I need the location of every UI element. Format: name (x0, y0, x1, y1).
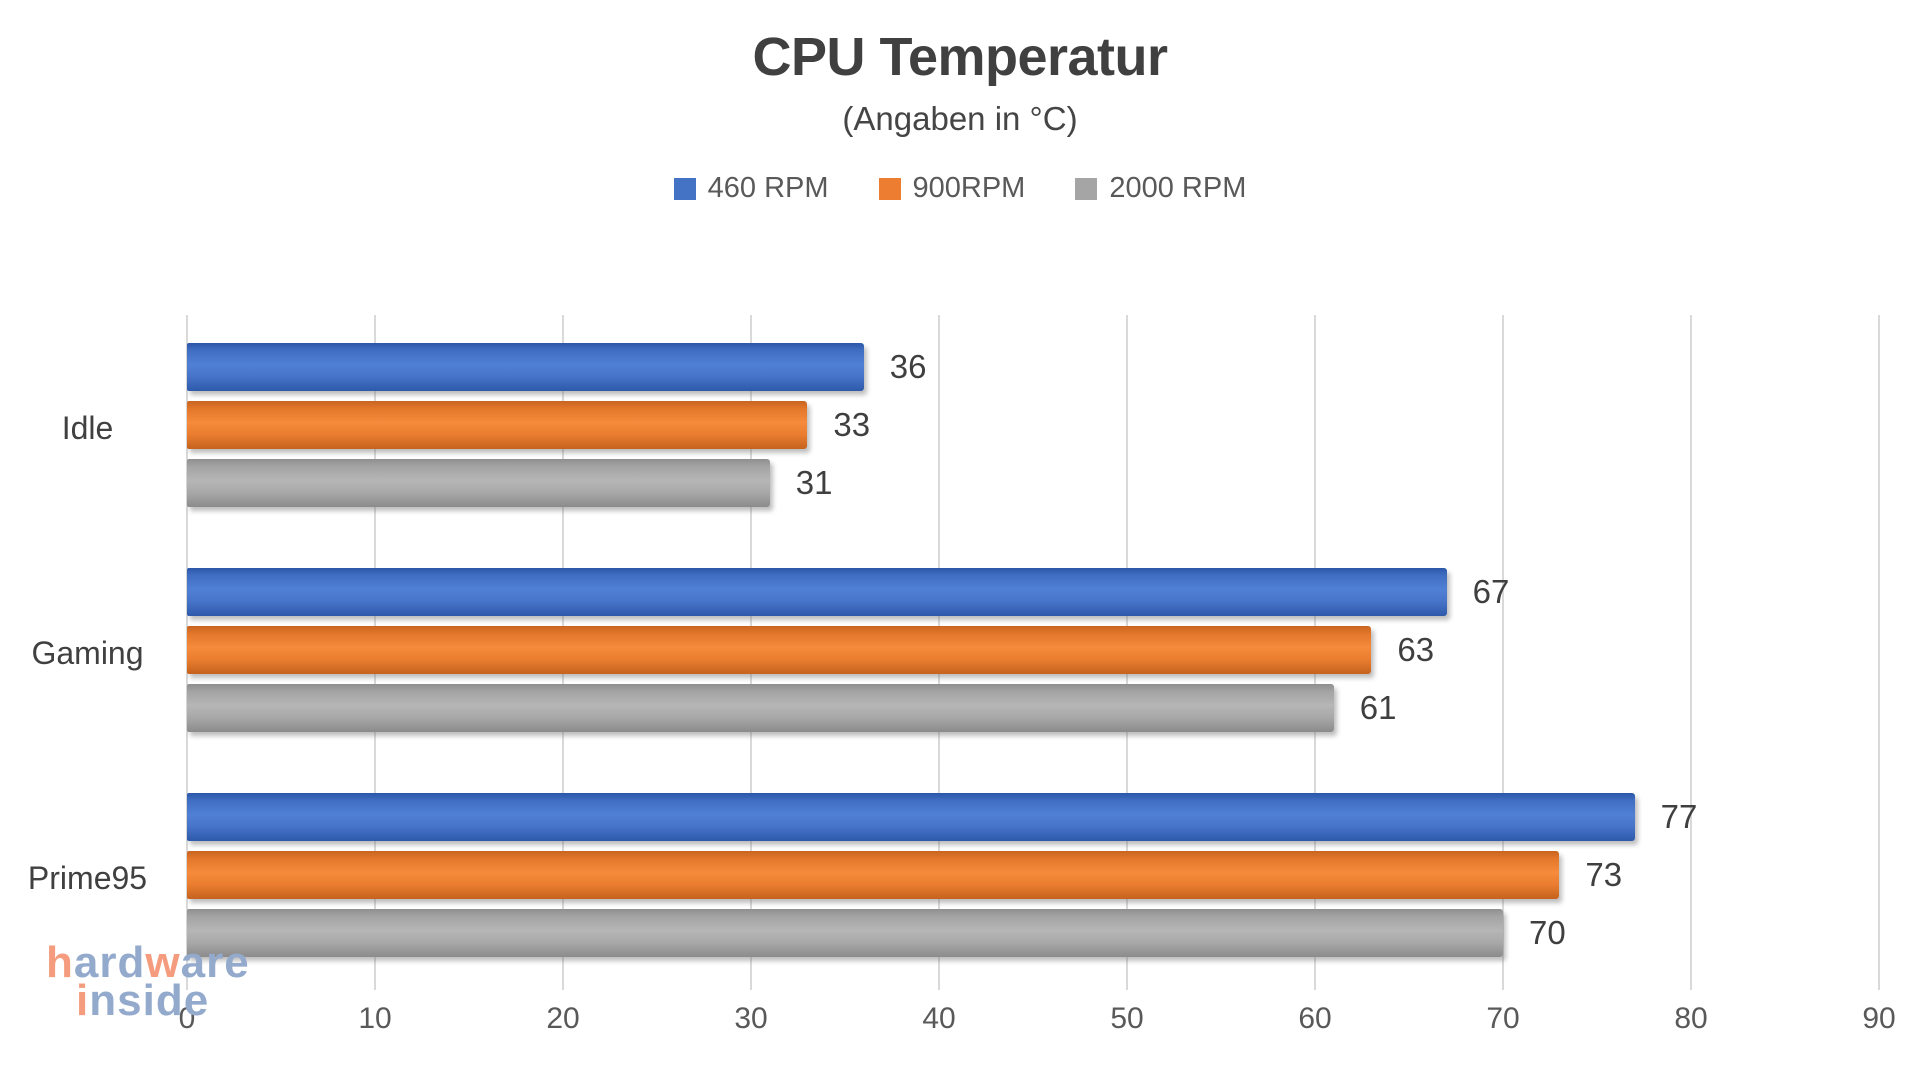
watermark-letter: w (145, 938, 181, 987)
watermark-letter: a (73, 938, 100, 987)
legend-label: 900RPM (912, 172, 1026, 204)
x-tick-label: 80 (1674, 1002, 1708, 1035)
value-label: 70 (1529, 914, 1566, 951)
x-tick-label: 60 (1298, 1002, 1332, 1035)
x-tick-label: 20 (546, 1002, 580, 1035)
watermark-letter: i (142, 976, 156, 1025)
watermark-letter: e (224, 938, 250, 987)
chart-subtitle: (Angaben in °C) (842, 100, 1078, 137)
watermark-letter: n (89, 976, 118, 1025)
value-label: 31 (795, 464, 833, 501)
legend-swatch-icon (878, 177, 901, 200)
bar-gaming-900rpm (187, 626, 1372, 674)
bar-prime95-900rpm (187, 851, 1560, 899)
value-label: 33 (833, 406, 871, 443)
value-label: 36 (889, 348, 927, 385)
value-label: 61 (1359, 689, 1397, 726)
legend-swatch-icon (1075, 177, 1098, 200)
bar-idle-460rpm (187, 343, 864, 391)
watermark-letter: i (76, 976, 90, 1025)
x-tick-label: 30 (734, 1002, 768, 1035)
legend-item-2: 2000 RPM (1075, 172, 1246, 205)
x-tick-label: 40 (922, 1002, 956, 1035)
x-tick-label: 0 (178, 1002, 196, 1035)
watermark-letter: s (117, 976, 143, 1025)
category-label-gaming: Gaming (31, 634, 144, 671)
x-tick-label: 50 (1110, 1002, 1144, 1035)
watermark-letter: e (183, 976, 210, 1025)
value-label: 67 (1472, 573, 1510, 610)
watermark-letter: r (99, 938, 118, 987)
watermark-line-1: hardware (46, 941, 250, 985)
legend-item-1: 900RPM (878, 172, 1026, 205)
legend-item-0: 460 RPM (673, 172, 829, 205)
watermark-letter: r (206, 938, 225, 987)
bar-idle-2000rpm (187, 459, 770, 507)
watermark-logo: hardware inside (46, 941, 250, 1023)
watermark-letter: a (180, 938, 207, 987)
x-tick-label: 90 (1862, 1002, 1896, 1035)
legend-swatch-icon (673, 177, 696, 200)
bar-prime95-460rpm (187, 793, 1635, 841)
bar-idle-900rpm (187, 401, 808, 449)
gridline (1878, 315, 1880, 990)
value-label: 77 (1660, 798, 1698, 835)
chart-title: CPU Temperatur (752, 27, 1168, 87)
x-tick-label: 70 (1486, 1002, 1520, 1035)
watermark-letter: d (117, 938, 146, 987)
bar-gaming-2000rpm (187, 684, 1334, 732)
bar-prime95-2000rpm (187, 909, 1503, 957)
watermark-letter: d (155, 976, 184, 1025)
watermark-letter: h (46, 938, 74, 987)
gridline (1690, 315, 1692, 990)
legend-label: 460 RPM (707, 172, 829, 204)
x-tick-label: 10 (358, 1002, 392, 1035)
legend: 460 RPM 900RPM 2000 RPM (0, 172, 1920, 205)
category-label-prime95: Prime95 (27, 859, 148, 896)
value-label: 63 (1397, 631, 1435, 668)
bar-gaming-460rpm (187, 568, 1447, 616)
value-label: 73 (1585, 856, 1623, 893)
category-label-idle: Idle (61, 409, 114, 446)
legend-label: 2000 RPM (1109, 172, 1247, 204)
plot-area: 36 67 77 33 63 73 31 61 70 (186, 315, 1880, 990)
gridline (1502, 315, 1504, 990)
watermark-line-2: inside (76, 979, 250, 1023)
